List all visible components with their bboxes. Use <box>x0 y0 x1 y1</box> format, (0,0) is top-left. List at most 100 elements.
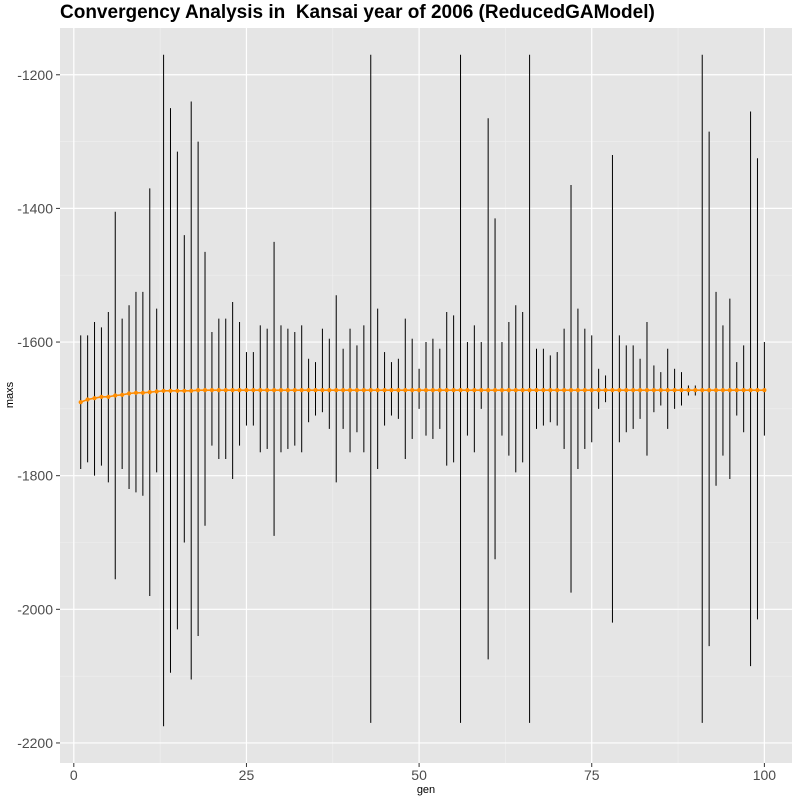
data-point <box>327 388 332 393</box>
data-point <box>624 388 629 393</box>
x-tick-label: 50 <box>411 767 427 783</box>
y-tick-label: -2200 <box>17 735 53 751</box>
data-point <box>734 388 739 393</box>
data-point <box>631 388 636 393</box>
data-point <box>575 388 581 393</box>
data-point <box>147 390 152 395</box>
y-axis-title: maxs <box>4 381 16 408</box>
data-point <box>120 392 125 397</box>
data-point <box>610 388 615 393</box>
data-point <box>555 388 560 393</box>
data-point <box>707 388 712 393</box>
data-point <box>292 388 297 393</box>
data-point <box>78 400 83 405</box>
x-tick-label: 75 <box>584 767 600 783</box>
data-point <box>541 388 546 393</box>
data-point <box>451 388 456 393</box>
data-point <box>154 389 159 394</box>
data-point <box>265 388 270 393</box>
data-point <box>534 388 539 393</box>
data-point <box>700 388 705 393</box>
data-point <box>223 388 228 393</box>
data-point <box>133 390 139 395</box>
data-point <box>126 391 132 396</box>
data-point <box>748 388 753 393</box>
data-point <box>513 388 518 393</box>
data-point <box>375 388 380 393</box>
data-point <box>644 388 650 393</box>
y-tick-label: -1200 <box>17 67 53 83</box>
data-point <box>196 388 201 393</box>
data-point <box>720 388 726 393</box>
y-tick-label: -1800 <box>17 468 53 484</box>
x-tick-label: 100 <box>753 767 777 783</box>
data-point <box>727 388 732 393</box>
data-point <box>175 388 180 393</box>
data-point <box>582 388 587 393</box>
data-point <box>251 388 256 393</box>
data-point <box>665 388 670 393</box>
data-point <box>492 388 498 393</box>
data-point <box>306 388 311 393</box>
data-point <box>368 388 373 393</box>
x-tick-label: 0 <box>70 767 78 783</box>
data-point <box>85 397 90 402</box>
data-point <box>389 388 394 393</box>
data-point <box>430 388 436 393</box>
data-point <box>437 388 442 393</box>
data-point <box>168 388 173 393</box>
data-point <box>589 388 594 393</box>
data-point <box>741 388 746 393</box>
data-point <box>527 388 532 393</box>
data-point <box>520 388 525 393</box>
y-tick-label: -2000 <box>17 601 53 617</box>
data-point <box>416 388 422 393</box>
data-point <box>472 388 477 393</box>
x-axis-title: gen <box>417 784 435 796</box>
data-point <box>140 390 145 395</box>
data-point <box>755 388 760 393</box>
data-point <box>458 388 463 393</box>
data-point <box>209 388 215 393</box>
data-point <box>423 388 429 393</box>
data-point <box>617 388 622 393</box>
data-point <box>762 388 767 393</box>
y-tick-label: -1400 <box>17 200 53 216</box>
data-point <box>189 388 194 393</box>
x-tick-label: 25 <box>239 767 255 783</box>
data-point <box>672 388 677 393</box>
data-point <box>568 388 574 393</box>
data-point <box>486 388 491 393</box>
data-point <box>596 388 601 393</box>
data-point <box>230 388 235 393</box>
data-point <box>382 388 387 393</box>
y-tick-label: -1600 <box>17 334 53 350</box>
data-point <box>347 388 353 393</box>
data-point <box>92 396 97 401</box>
mean-line-layer <box>80 389 765 403</box>
data-point <box>506 388 511 393</box>
data-point <box>106 394 111 399</box>
tick-labels: 0 25 50 75 100 -2200 -2000 -1800 -1600 -1400 -1200 <box>17 67 776 783</box>
data-point <box>202 388 208 393</box>
data-point <box>658 388 663 393</box>
data-point <box>285 388 290 393</box>
data-point <box>258 388 263 393</box>
data-point <box>637 388 643 393</box>
data-point <box>396 388 401 393</box>
data-point <box>562 388 567 393</box>
mean-series-line <box>80 389 765 403</box>
data-point <box>320 388 325 393</box>
data-point <box>299 388 304 393</box>
data-point <box>444 388 449 393</box>
data-point <box>216 388 221 393</box>
data-point <box>161 388 166 393</box>
data-point <box>271 388 277 393</box>
data-point <box>465 388 470 393</box>
data-point <box>479 388 484 393</box>
data-point <box>99 394 104 399</box>
data-point <box>548 388 553 393</box>
data-point <box>361 388 366 393</box>
axis-ticks <box>56 74 765 767</box>
